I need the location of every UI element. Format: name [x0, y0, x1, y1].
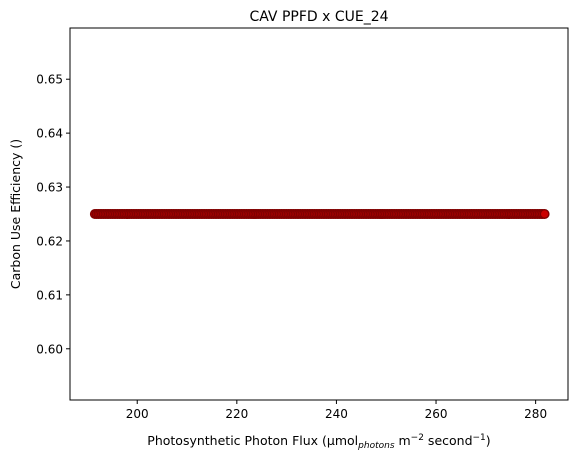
data-point: [539, 208, 550, 219]
data-points: [89, 208, 550, 219]
y-tick-label: 0.63: [36, 181, 63, 195]
x-tick-label: 200: [126, 407, 149, 421]
x-tick-label: 220: [225, 407, 248, 421]
x-axis-label-prefix: Photosynthetic Photon Flux (µmol: [147, 433, 358, 448]
x-axis-label-suffix: ): [486, 433, 491, 448]
y-tick-label: 0.64: [36, 127, 63, 141]
y-tick-label: 0.65: [36, 73, 63, 87]
x-axis-label-superscript-2: −1: [473, 433, 486, 443]
x-tick-label: 280: [524, 407, 547, 421]
x-tick-label: 240: [325, 407, 348, 421]
y-tick-label: 0.60: [36, 342, 63, 356]
chart-title: CAV PPFD x CUE_24: [249, 9, 388, 25]
y-tick-label: 0.62: [36, 234, 63, 248]
x-axis-label-subscript: photons: [357, 441, 395, 451]
x-axis-label: Photosynthetic Photon Flux (µmolphotons …: [147, 433, 490, 451]
x-axis: 200 220 240 260 280: [126, 400, 547, 421]
y-axis: 0.60 0.61 0.62 0.63 0.64 0.65: [36, 73, 70, 356]
y-tick-label: 0.61: [36, 288, 63, 302]
x-axis-label-mid1: m: [395, 433, 411, 448]
x-tick-label: 260: [425, 407, 448, 421]
axes-frame: [69, 27, 569, 401]
x-axis-label-superscript-1: −2: [411, 433, 424, 443]
x-axis-label-mid2: second: [424, 433, 473, 448]
y-axis-label: Carbon Use Efficiency (): [8, 139, 23, 289]
